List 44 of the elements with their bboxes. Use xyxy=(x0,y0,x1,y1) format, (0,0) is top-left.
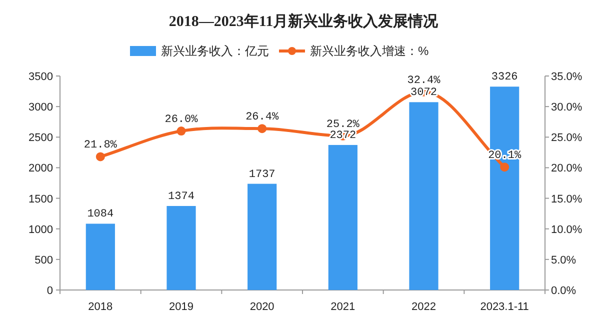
bar xyxy=(166,206,196,290)
y2-tick-label: 10.0% xyxy=(551,224,582,236)
x-tick-label: 2020 xyxy=(250,301,274,313)
bar xyxy=(248,184,277,290)
chart-title: 2018—2023年11月新兴业务收入发展情况 xyxy=(168,12,440,30)
point xyxy=(176,126,186,136)
y-tick-label: 0 xyxy=(46,285,53,297)
data-label: 1084 xyxy=(87,208,114,221)
bar xyxy=(328,144,358,290)
y-tick-label: 1500 xyxy=(28,193,53,206)
data-label: 1737 xyxy=(248,168,276,181)
data-label: 3326 xyxy=(491,72,518,84)
y2-tick-label: 20.0% xyxy=(551,162,582,175)
y-tick-label: 1000 xyxy=(28,224,53,236)
y-tick-label: 2500 xyxy=(28,132,53,144)
data-label: 21.8% xyxy=(84,140,118,152)
data-label: 32.4% xyxy=(407,74,441,87)
y-tick-label: 2000 xyxy=(28,162,53,175)
y2-tick-label: 25.0% xyxy=(551,132,582,144)
data-label: 25.2% xyxy=(326,118,360,131)
bar xyxy=(86,224,115,290)
y-tick-label: 3500 xyxy=(28,71,53,83)
point xyxy=(96,152,105,162)
x-tick-label: 2023.1-11 xyxy=(480,301,529,313)
y2-tick-label: 30.0% xyxy=(551,102,582,114)
bar xyxy=(490,86,520,290)
x-tick-label: 2021 xyxy=(330,301,356,313)
legend-label: 新兴业务收入增速：% xyxy=(310,44,429,58)
x-tick-label: 2018 xyxy=(88,301,113,313)
point xyxy=(258,124,267,134)
y2-tick-label: 0.0% xyxy=(551,285,576,297)
data-label: 1374 xyxy=(168,190,195,203)
data-label: 26.4% xyxy=(246,112,279,124)
x-tick-label: 2019 xyxy=(169,301,194,313)
y-tick-label: 3000 xyxy=(28,102,53,114)
y2-tick-label: 15.0% xyxy=(551,193,582,206)
y-tick-label: 500 xyxy=(34,254,53,266)
x-tick-label: 2022 xyxy=(412,301,436,313)
data-label: 26.0% xyxy=(164,114,198,126)
legend-label: 新兴业务收入：亿元 xyxy=(161,44,269,58)
bar xyxy=(409,102,438,290)
y2-tick-label: 35.0% xyxy=(551,71,582,83)
point xyxy=(500,162,510,172)
y2-tick-label: 5.0% xyxy=(551,254,576,266)
